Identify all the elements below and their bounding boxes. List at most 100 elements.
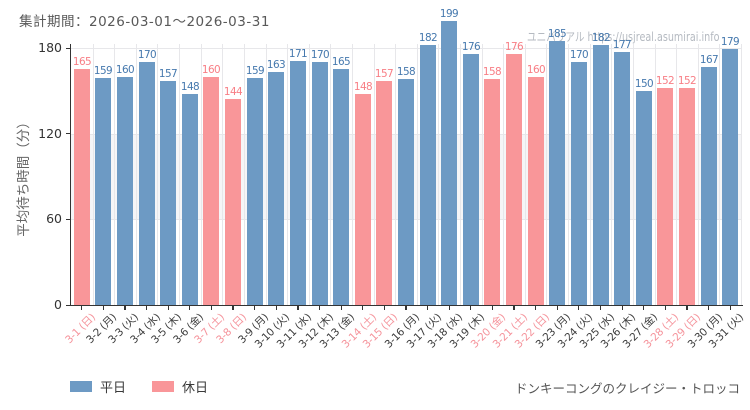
bar-3-17[interactable] — [419, 45, 436, 305]
legend-label-holiday: 休日 — [182, 381, 209, 396]
y-axis-tick-label: 180 — [38, 40, 62, 55]
bar-value-label: 182 — [418, 31, 437, 45]
bar-3-19[interactable] — [462, 53, 479, 305]
gridline-vertical — [373, 44, 375, 305]
bar-3-24[interactable] — [570, 62, 587, 305]
bar-3-11[interactable] — [289, 60, 306, 305]
x-axis-tick — [470, 306, 472, 310]
bar-value-label: 167 — [699, 52, 718, 66]
bar-3-31[interactable] — [722, 49, 739, 305]
legend-item-weekday[interactable]: 平日 — [70, 377, 126, 396]
gridline-vertical — [460, 44, 462, 305]
bar-value-label: 163 — [267, 58, 286, 72]
bar-3-25[interactable] — [592, 45, 609, 305]
bar-3-10[interactable] — [268, 72, 285, 305]
bar-3-16[interactable] — [398, 79, 414, 305]
x-axis-tick — [686, 306, 688, 310]
gridline-vertical — [287, 44, 289, 305]
legend-item-holiday[interactable]: 休日 — [152, 377, 208, 396]
bar-value-label: 176 — [461, 39, 481, 53]
gridline-vertical — [741, 44, 742, 305]
y-axis-tick-label: 120 — [38, 125, 62, 141]
plot-area: 165 159 160 170 157 148 160 144 159 163 171 170 165 1… — [71, 7, 742, 305]
gridline-vertical — [135, 44, 137, 305]
y-axis-line — [70, 44, 72, 305]
y-axis-tick — [65, 304, 71, 306]
bar-value-label: 152 — [656, 73, 675, 87]
x-axis-tick — [707, 306, 710, 310]
gridline-vertical — [395, 44, 397, 305]
y-axis-tick-label: 0 — [54, 297, 62, 312]
bar-value-label: 171 — [288, 46, 308, 60]
bar-3-22[interactable] — [527, 76, 544, 305]
bar-3-6[interactable] — [181, 93, 198, 305]
bar-3-18[interactable] — [441, 20, 458, 305]
bar-3-1[interactable] — [73, 69, 90, 305]
bar-3-21[interactable] — [506, 53, 523, 305]
bar-3-15[interactable] — [376, 80, 393, 305]
bar-3-8[interactable] — [225, 99, 242, 305]
gridline-vertical — [611, 44, 613, 305]
gridline-vertical — [200, 44, 202, 305]
bar-3-27[interactable] — [635, 90, 652, 305]
bar-value-label: 158 — [483, 65, 502, 79]
bar-3-14[interactable] — [354, 93, 371, 305]
bar-3-23[interactable] — [549, 40, 566, 305]
gridline-vertical — [719, 44, 721, 305]
gridline-vertical — [179, 44, 181, 305]
x-axis-tick — [102, 306, 104, 310]
gridline-vertical — [481, 44, 483, 305]
x-axis-tick — [210, 306, 213, 310]
x-axis-tick — [318, 306, 321, 310]
bar-3-12[interactable] — [311, 62, 328, 305]
x-axis-tick — [621, 306, 623, 310]
gridline-horizontal — [71, 48, 741, 49]
x-axis-tick — [275, 306, 277, 310]
x-axis-tick — [556, 306, 558, 310]
bar-value-label: 170 — [137, 48, 157, 62]
bar-3-29[interactable] — [678, 87, 695, 305]
bar-value-label: 170 — [569, 48, 589, 62]
bar-value-label: 150 — [634, 76, 654, 90]
bar-3-26[interactable] — [614, 52, 631, 305]
bar-3-5[interactable] — [160, 80, 177, 305]
bar-3-28[interactable] — [657, 87, 674, 305]
bar-value-label: 185 — [548, 26, 567, 40]
x-axis-tick — [535, 306, 537, 310]
gridline-vertical — [330, 44, 332, 305]
bar-3-30[interactable] — [700, 66, 717, 305]
gridline-vertical — [351, 44, 353, 305]
report-period-label: 集計期間：2026-03-01～2026-03-31 — [19, 14, 270, 30]
x-axis-tick — [578, 306, 580, 310]
x-axis-tick — [146, 306, 148, 310]
gridline-vertical — [243, 44, 245, 305]
x-axis-tick — [167, 306, 169, 310]
bar-value-label: 152 — [677, 73, 697, 87]
bar-value-label: 160 — [526, 62, 546, 76]
legend: 平日 休日 — [70, 377, 234, 396]
gridline-vertical — [568, 44, 570, 305]
bar-3-13[interactable] — [333, 69, 350, 305]
legend-swatch-holiday — [152, 381, 175, 392]
gridline-vertical — [654, 44, 656, 305]
bar-3-20[interactable] — [484, 79, 501, 305]
bar-3-9[interactable] — [246, 77, 263, 305]
bar-3-3[interactable] — [117, 76, 134, 305]
bar-value-label: 160 — [202, 62, 221, 76]
bar-value-label: 159 — [94, 63, 113, 77]
gridline-vertical — [114, 44, 116, 305]
gridline-vertical — [546, 44, 548, 305]
gridline-vertical — [676, 44, 678, 305]
bar-value-label: 182 — [591, 31, 610, 45]
bar-value-label: 199 — [440, 6, 459, 20]
bar-3-4[interactable] — [138, 62, 155, 305]
y-axis-tick — [65, 133, 71, 135]
bar-value-label: 148 — [180, 79, 200, 93]
y-axis-tick — [65, 47, 71, 49]
x-axis-tick — [513, 306, 515, 310]
bar-value-label: 177 — [612, 38, 632, 52]
x-axis-tick — [81, 306, 83, 310]
bar-3-2[interactable] — [95, 77, 112, 305]
bar-3-7[interactable] — [203, 76, 220, 305]
